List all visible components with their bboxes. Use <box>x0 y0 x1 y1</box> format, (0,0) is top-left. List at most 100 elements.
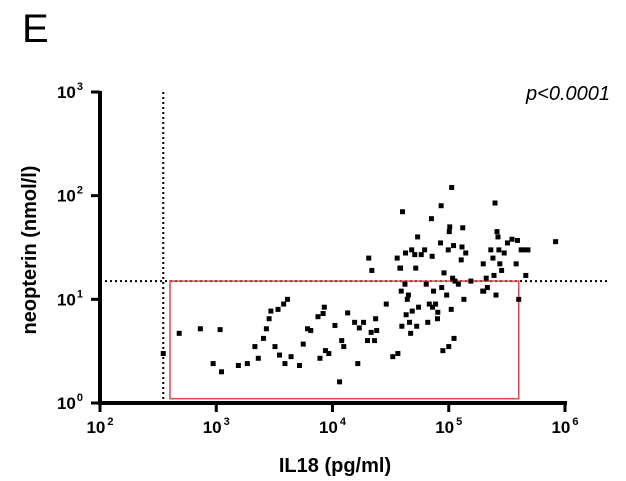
x-tick-label: 10 3 <box>203 416 230 437</box>
data-point <box>404 296 410 302</box>
data-point <box>494 229 500 235</box>
data-point <box>308 328 314 334</box>
highlight-box-layer <box>169 280 520 400</box>
data-point <box>288 354 294 360</box>
data-point <box>461 296 467 302</box>
data-point <box>492 200 498 206</box>
data-point <box>497 261 503 267</box>
data-point <box>263 326 269 332</box>
data-point <box>501 250 507 256</box>
data-point <box>499 267 505 273</box>
data-point <box>339 338 345 344</box>
data-point <box>356 325 362 331</box>
data-point <box>403 312 409 318</box>
data-point <box>409 308 415 314</box>
data-point <box>300 341 306 347</box>
data-point <box>373 316 379 322</box>
data-point <box>210 361 216 367</box>
data-point <box>305 326 311 332</box>
data-point <box>364 338 370 344</box>
data-point <box>435 309 441 315</box>
data-point <box>326 351 332 357</box>
data-point <box>409 247 415 253</box>
data-point <box>447 224 453 230</box>
data-point <box>296 363 302 369</box>
data-point <box>455 281 461 287</box>
x-tick-label: 10 2 <box>86 416 113 437</box>
data-point <box>413 265 419 271</box>
data-point <box>399 209 405 215</box>
data-point <box>235 363 241 369</box>
data-point <box>268 308 274 314</box>
data-point <box>219 369 225 375</box>
data-point <box>434 316 440 322</box>
x-axis-ticks: 10 2 10 3 10 4 10 5 10 6 <box>86 403 579 437</box>
data-point <box>320 311 326 317</box>
data-points <box>160 184 559 385</box>
x-axis-title: IL18 (pg/ml) <box>279 455 391 477</box>
data-point <box>438 240 444 246</box>
data-point <box>398 265 404 271</box>
y-axis-title: neopterin (nmol/l) <box>19 166 41 335</box>
data-point <box>315 314 321 320</box>
data-point <box>430 304 436 310</box>
p-value-annotation: p<0.0001 <box>525 83 610 105</box>
data-point <box>352 319 358 325</box>
data-point <box>281 301 287 307</box>
data-point <box>425 319 431 325</box>
data-point <box>252 344 258 350</box>
data-point <box>403 250 409 256</box>
data-point <box>514 237 520 243</box>
data-point <box>369 267 375 273</box>
data-point <box>395 351 401 357</box>
data-point <box>361 319 367 325</box>
data-point <box>405 292 411 298</box>
y-tick-label: 100 <box>57 392 83 413</box>
data-point <box>423 281 429 287</box>
data-point <box>416 304 422 310</box>
data-point <box>261 335 267 341</box>
data-point <box>446 344 452 350</box>
data-point <box>463 250 469 256</box>
data-point <box>451 335 457 341</box>
data-point <box>459 244 465 250</box>
data-point <box>276 352 282 358</box>
x-tick-label: 10 4 <box>319 416 347 437</box>
data-point <box>284 296 290 302</box>
data-point <box>521 247 527 253</box>
data-point <box>398 288 404 294</box>
data-point <box>374 328 380 334</box>
data-point <box>516 296 522 302</box>
highlight-box <box>169 280 520 400</box>
data-point <box>394 255 400 261</box>
data-point <box>496 247 502 253</box>
data-point <box>321 304 327 310</box>
data-point <box>468 278 474 284</box>
data-point <box>422 247 428 253</box>
data-point <box>282 361 288 367</box>
data-point <box>383 301 389 307</box>
data-point <box>412 252 418 258</box>
data-point <box>341 344 347 350</box>
data-point <box>439 285 445 291</box>
data-point <box>322 348 328 354</box>
data-point <box>345 310 351 316</box>
data-point <box>408 330 414 336</box>
data-point <box>504 240 510 246</box>
data-point <box>317 355 323 361</box>
data-point <box>509 236 515 242</box>
data-point <box>446 229 452 235</box>
data-point <box>493 292 499 298</box>
panel-letter: E <box>22 7 49 51</box>
data-point <box>390 354 396 360</box>
data-point <box>399 323 405 329</box>
data-point <box>490 255 496 261</box>
y-tick-label: 102 <box>57 185 83 206</box>
data-point <box>418 252 424 258</box>
data-point <box>444 292 450 298</box>
data-point <box>197 326 203 332</box>
data-point <box>451 243 457 249</box>
data-point <box>176 330 182 336</box>
data-point <box>160 351 166 357</box>
data-point <box>429 253 435 259</box>
